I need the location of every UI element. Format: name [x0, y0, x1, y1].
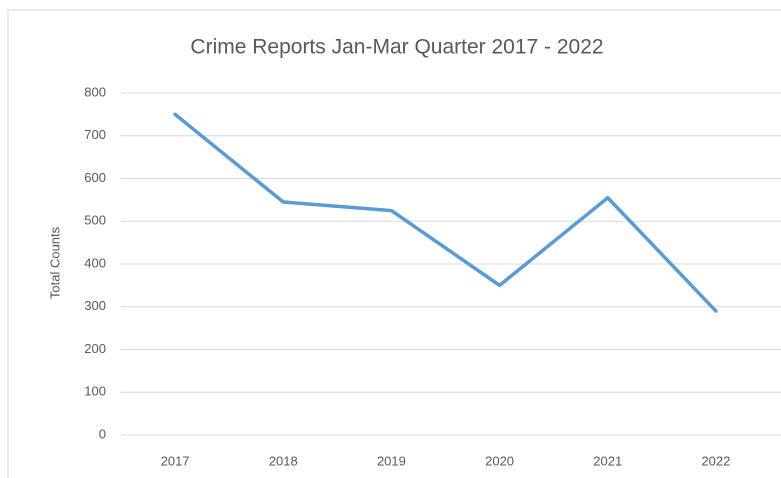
chart-title: Crime Reports Jan-Mar Quarter 2017 - 202…: [190, 36, 603, 59]
y-axis-label: Total Counts: [47, 226, 62, 299]
y-tick-label: 800: [84, 84, 106, 99]
y-tick-label: 500: [84, 213, 106, 228]
x-tick-label: 2020: [485, 453, 514, 468]
y-tick-label: 300: [84, 298, 106, 313]
y-tick-label: 600: [84, 170, 106, 185]
x-tick-label: 2022: [701, 453, 730, 468]
y-tick-label: 400: [84, 255, 106, 270]
y-tick-label: 0: [99, 426, 106, 441]
x-tick-label: 2019: [377, 453, 406, 468]
y-tick-label: 100: [84, 384, 106, 399]
chart-frame: [7, 9, 781, 478]
x-tick-label: 2017: [161, 453, 190, 468]
x-tick-label: 2021: [593, 453, 622, 468]
y-tick-label: 200: [84, 341, 106, 356]
y-tick-label: 700: [84, 127, 106, 142]
x-tick-label: 2018: [269, 453, 298, 468]
data-line: [173, 112, 718, 313]
